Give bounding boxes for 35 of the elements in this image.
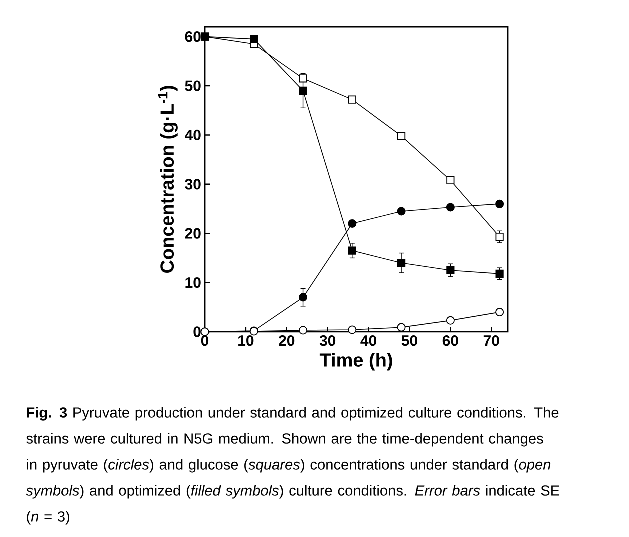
x-tick-label: 0 [201, 336, 209, 346]
point [446, 203, 455, 212]
point [348, 96, 356, 104]
x-tick-label: 70 [484, 336, 500, 346]
point [446, 316, 455, 325]
x-tick-label: 20 [279, 336, 295, 346]
point [299, 326, 308, 335]
x-tick-label: 50 [402, 336, 418, 346]
y-tick-label: 60 [185, 32, 201, 42]
point [348, 326, 357, 334]
point [348, 220, 357, 228]
x-tick-label: 40 [360, 336, 376, 346]
x-tick-label: 30 [320, 336, 336, 346]
point [250, 35, 258, 44]
y-tick-label: 50 [185, 80, 201, 92]
point [397, 132, 406, 140]
y-tick-label: 40 [185, 130, 201, 141]
text: Fig. 3 Pyruvate production under standard and optimized culture conditions. The strains were cultured in N5G medium. Shown are the time-dependent changes in pyruvate (circles) and glucose (squares) concentrations under standard (open symbols) and optimized (filled symbols) culture conditions. Error bars indicate SE (n = 3) [26, 407, 560, 525]
point [446, 266, 455, 275]
point [397, 207, 406, 216]
point [299, 86, 308, 95]
point [397, 323, 406, 332]
point [348, 246, 356, 255]
y-axis-title: Concentration (g·L$^{-1}$) [158, 86, 178, 273]
y-tick-label: 30 [185, 179, 201, 190]
x-tick-label: 10 [238, 336, 254, 346]
point [496, 308, 504, 317]
point [446, 176, 455, 185]
x-tick-label: 60 [442, 336, 458, 346]
x-axis-title: Time (h) [320, 353, 392, 371]
y-tick-label: 0 [194, 326, 201, 338]
point [397, 259, 406, 268]
y-tick-label: 10 [186, 277, 201, 288]
y-tick-label: 20 [185, 228, 201, 239]
point [299, 293, 308, 302]
